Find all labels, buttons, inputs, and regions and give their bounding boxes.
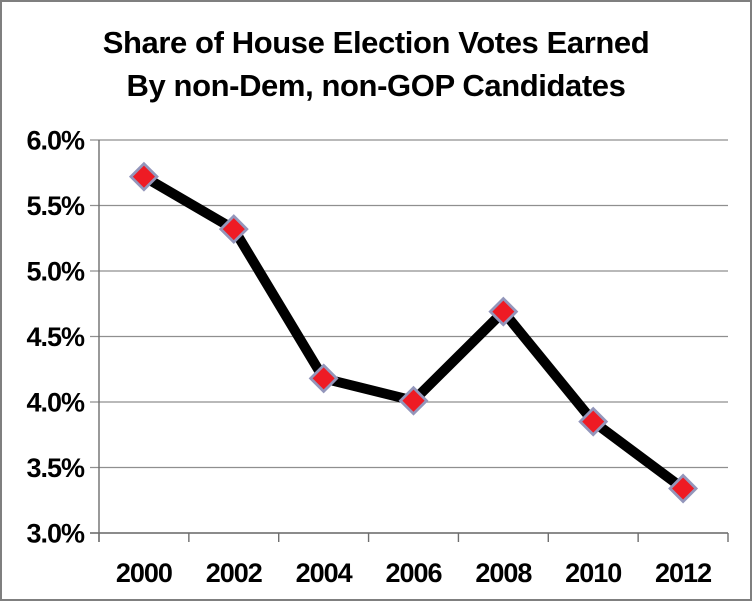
chart-title-line-1: Share of House Election Votes Earned (102, 25, 650, 60)
x-axis-tick-label: 2012 (655, 558, 711, 588)
x-axis-tick-label: 2008 (475, 558, 532, 588)
y-axis-tick-label: 6.0% (26, 126, 85, 156)
x-axis-tick-label: 2010 (565, 558, 621, 588)
data-point-marker-2006 (398, 385, 429, 416)
data-point-marker-2012 (668, 473, 699, 504)
y-axis-tick-label: 5.0% (26, 257, 85, 287)
x-axis-tick-label: 2004 (296, 558, 353, 588)
data-point-marker-2010 (578, 406, 609, 437)
y-axis-tick-label: 3.5% (26, 453, 85, 483)
y-axis-tick-label: 4.0% (26, 388, 85, 418)
data-point-marker-2000 (128, 161, 159, 192)
x-axis-tick-label: 2000 (116, 558, 172, 588)
y-axis-tick-label: 3.0% (26, 519, 85, 549)
data-point-marker-2004 (308, 363, 339, 394)
y-axis-tick-label: 5.5% (26, 191, 85, 221)
chart-title-line-2: By non-Dem, non-GOP Candidates (126, 68, 626, 103)
x-axis-tick-label: 2002 (206, 558, 262, 588)
x-axis-tick-label: 2006 (385, 558, 442, 588)
chart-title: Share of House Election Votes Earned By … (2, 21, 750, 107)
y-axis-tick-label: 4.5% (26, 322, 85, 352)
data-point-marker-2008 (488, 296, 519, 327)
data-point-marker-2002 (218, 214, 249, 245)
